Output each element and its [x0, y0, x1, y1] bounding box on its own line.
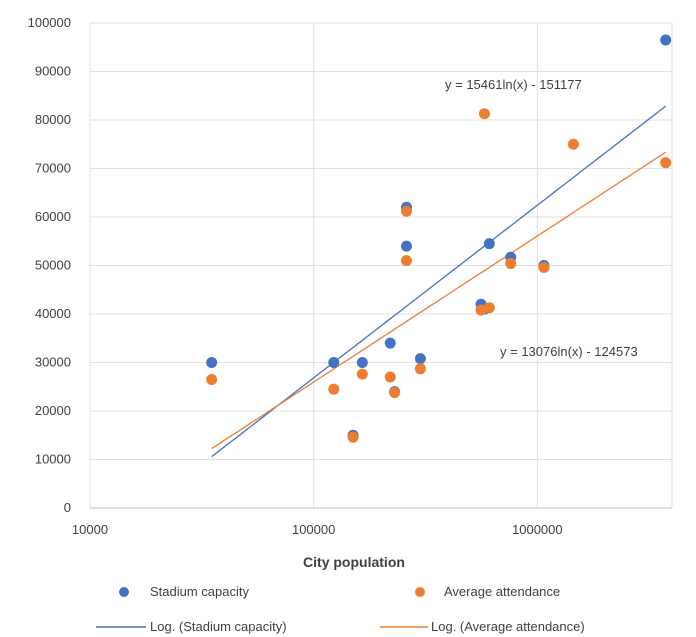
x-tick-label: 1000000 — [512, 522, 563, 537]
y-tick-label: 30000 — [35, 355, 71, 370]
y-tick-label: 10000 — [35, 452, 71, 467]
legend-marker-average-attendance — [415, 587, 425, 597]
trendline-stadium-capacity — [211, 105, 667, 458]
legend-label-stadium-capacity: Stadium capacity — [150, 584, 249, 599]
point-average-attendance — [478, 108, 490, 120]
trendline-equation-stadium-capacity: y = 15461ln(x) - 151177 — [445, 77, 582, 92]
y-tick-labels: 0 10000 20000 30000 40000 50000 60000 70000 8000… — [28, 15, 71, 515]
y-tick-label: 80000 — [35, 112, 71, 127]
legend-label-log-average-attendance: Log. (Average attendance) — [431, 619, 585, 634]
point-stadium-capacity — [414, 353, 426, 365]
trendline-equation-average-attendance: y = 13076ln(x) - 124573 — [500, 344, 638, 359]
point-average-attendance — [384, 371, 396, 383]
point-average-attendance — [505, 258, 517, 270]
y-tick-label: 70000 — [35, 161, 71, 176]
y-tick-label: 0 — [64, 500, 71, 515]
y-tick-label: 60000 — [35, 209, 71, 224]
point-average-attendance — [328, 383, 340, 395]
y-tick-label: 100000 — [28, 15, 71, 30]
point-average-attendance — [414, 363, 426, 375]
trendlines — [211, 105, 667, 458]
point-average-attendance — [483, 302, 495, 314]
x-tick-labels: 10000 100000 1000000 — [72, 522, 563, 537]
data-points — [206, 34, 672, 443]
point-stadium-capacity — [206, 357, 218, 368]
point-average-attendance — [475, 304, 487, 316]
x-axis-title: City population — [303, 554, 405, 570]
point-stadium-capacity — [483, 238, 495, 250]
grid-lines — [89, 22, 673, 508]
legend: Stadium capacity Average attendance Log.… — [96, 584, 585, 634]
legend-marker-stadium-capacity — [119, 587, 129, 597]
point-average-attendance — [206, 373, 218, 385]
legend-label-average-attendance: Average attendance — [444, 584, 560, 599]
point-average-attendance — [400, 205, 412, 217]
y-tick-label: 20000 — [35, 403, 71, 418]
y-tick-label: 40000 — [35, 306, 71, 321]
point-stadium-capacity — [400, 240, 412, 252]
point-average-attendance — [347, 431, 359, 443]
x-tick-label: 100000 — [292, 522, 335, 537]
point-stadium-capacity — [660, 34, 672, 46]
point-stadium-capacity — [328, 357, 340, 368]
legend-label-log-stadium-capacity: Log. (Stadium capacity) — [150, 619, 287, 634]
point-average-attendance — [660, 157, 672, 169]
point-average-attendance — [400, 255, 412, 267]
point-average-attendance — [356, 368, 368, 380]
y-tick-label: 90000 — [35, 64, 71, 79]
point-stadium-capacity — [356, 357, 368, 368]
point-average-attendance — [389, 387, 401, 399]
trendline-average-attendance — [211, 151, 667, 450]
point-average-attendance — [567, 138, 579, 150]
x-tick-label: 10000 — [72, 522, 108, 537]
y-tick-label: 50000 — [35, 258, 71, 273]
point-average-attendance — [538, 261, 550, 273]
point-stadium-capacity — [384, 337, 396, 349]
